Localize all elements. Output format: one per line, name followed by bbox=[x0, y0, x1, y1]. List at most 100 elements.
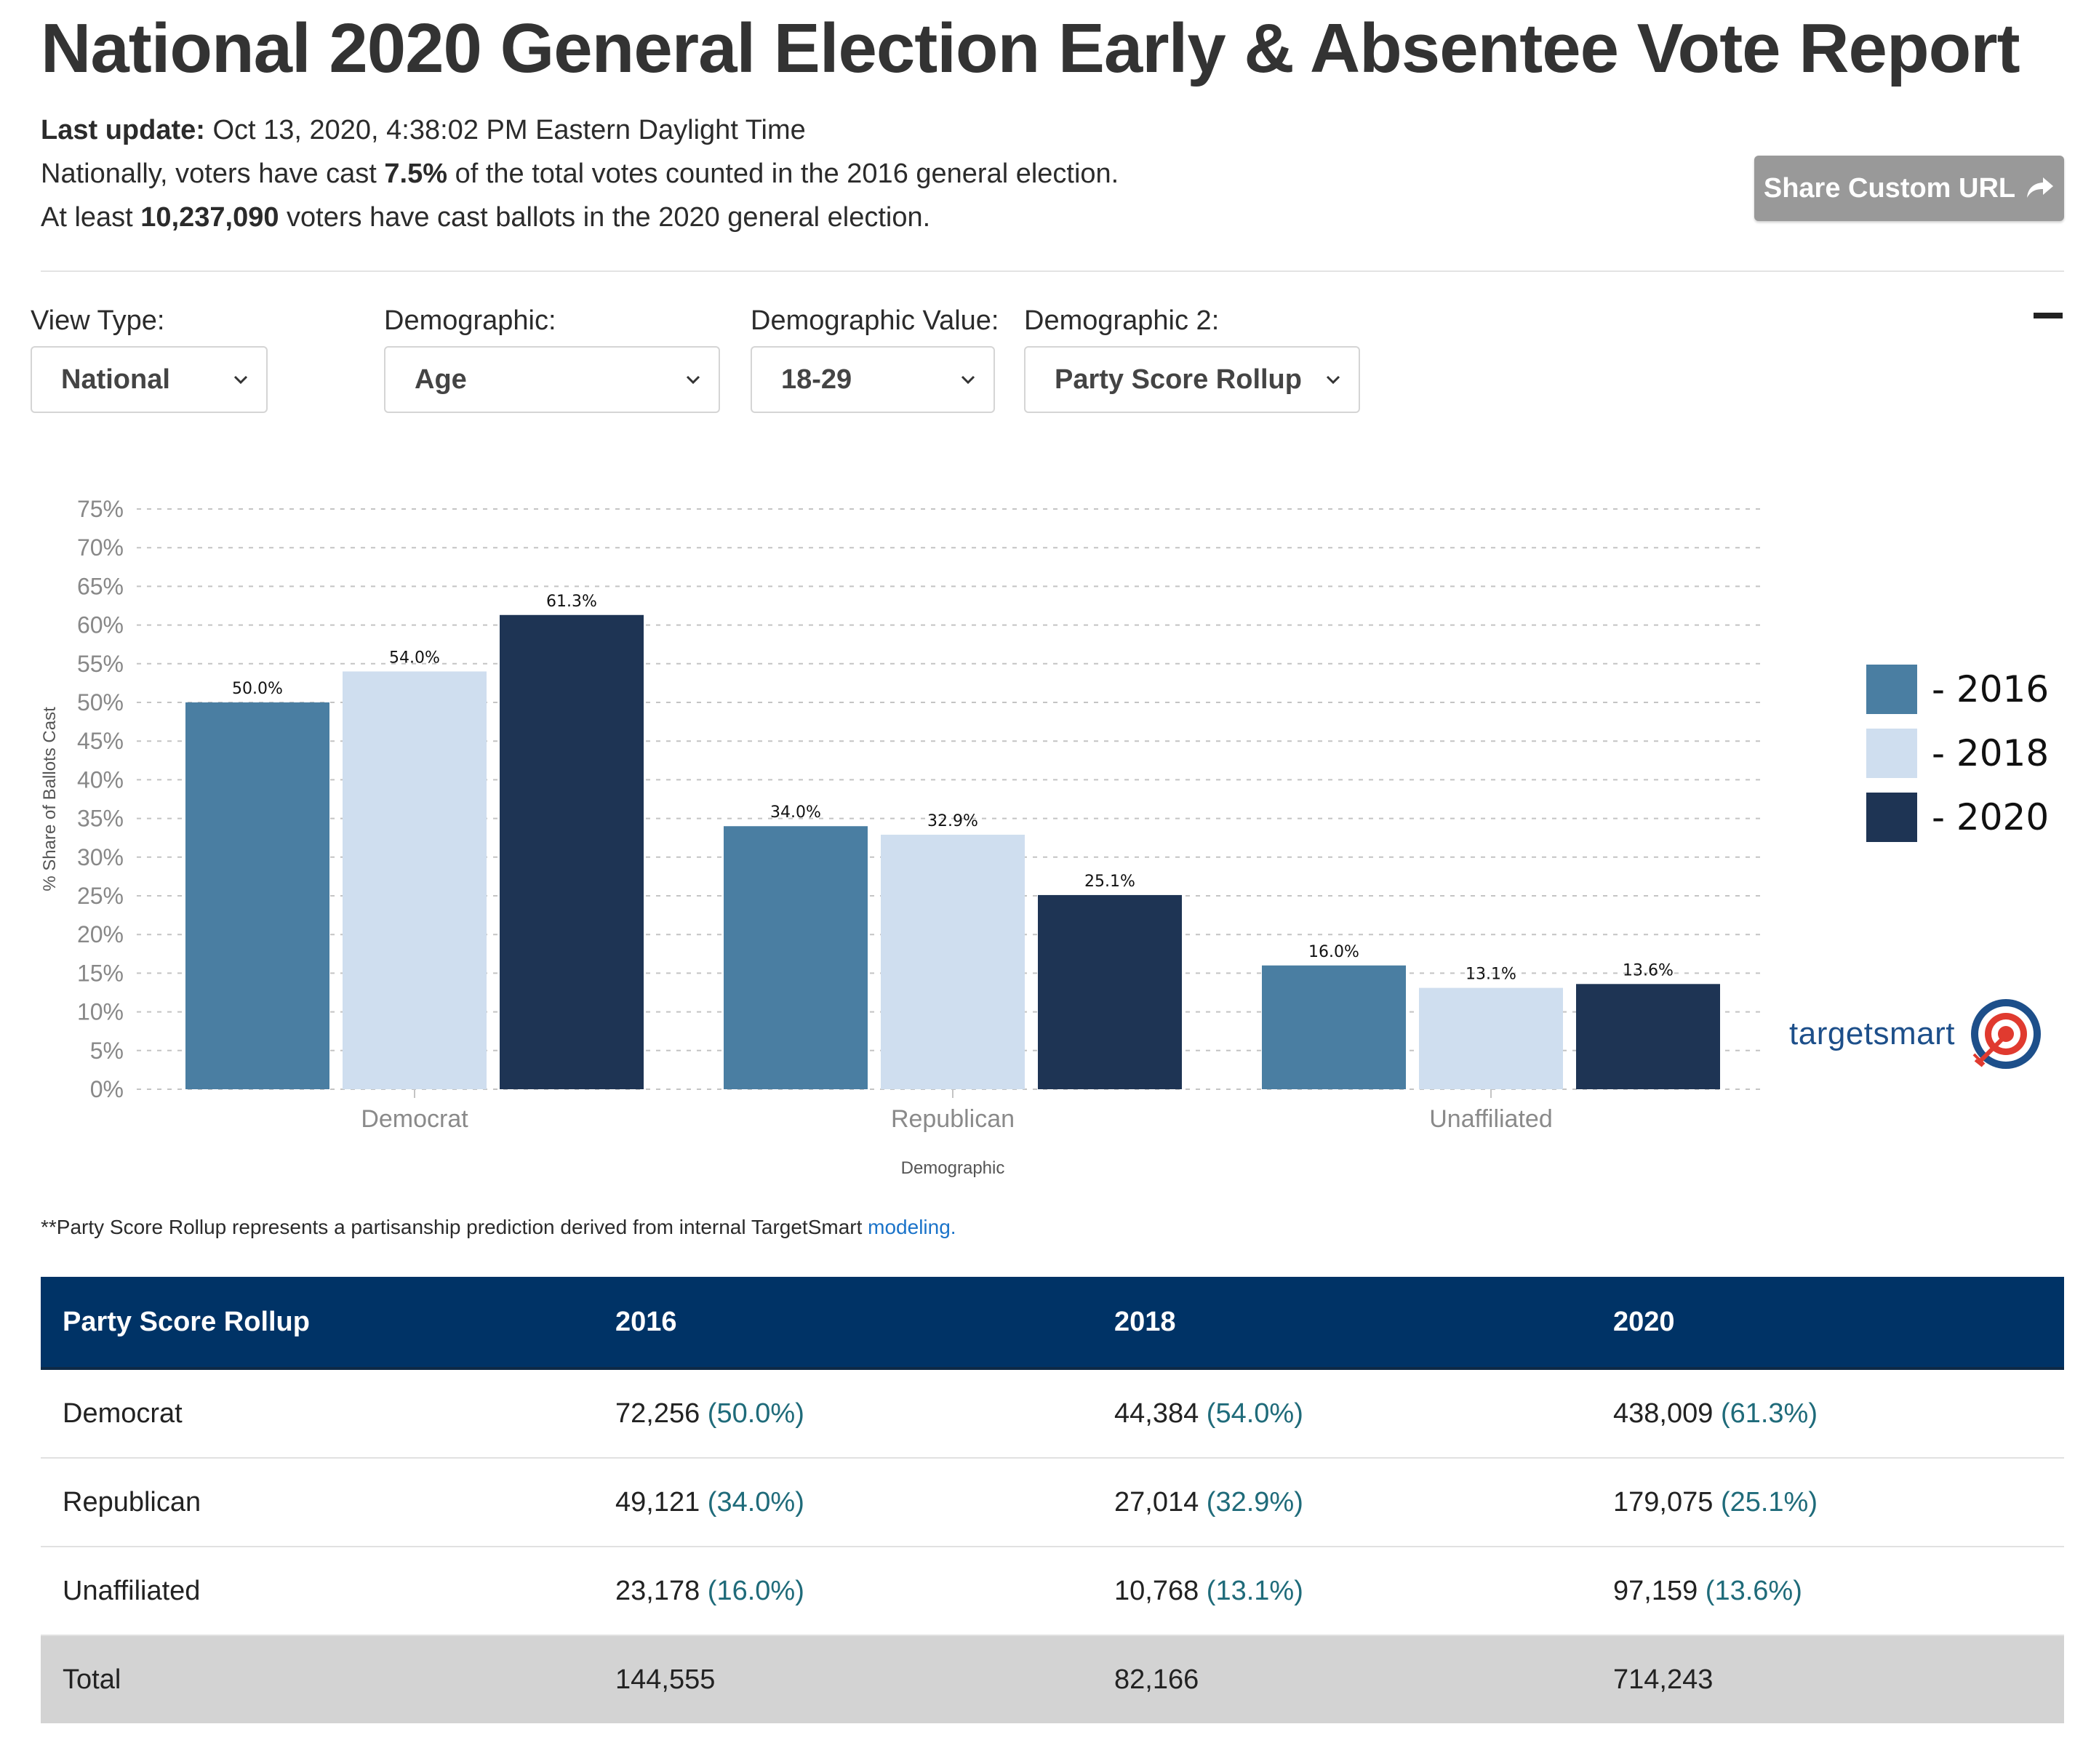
bar-chart: 0% 5% 10% 15% 20% 25% 30% 35% 40% 45% 50% 55% 60% 65%… bbox=[40, 496, 1760, 1178]
total-cell: 714,243 bbox=[1591, 1635, 2064, 1723]
y-tick-label: 45% bbox=[77, 728, 124, 754]
page-title: National 2020 General Election Early & A… bbox=[41, 9, 2020, 87]
chevron-down-icon bbox=[961, 375, 975, 385]
legend-label-2016: - 2016 bbox=[1932, 668, 2050, 710]
y-tick-label: 65% bbox=[77, 573, 124, 599]
legend-item-2018: - 2018 bbox=[1866, 729, 2049, 778]
legend-label-2018: - 2018 bbox=[1932, 732, 2050, 774]
cell-percent: (61.3%) bbox=[1720, 1398, 1818, 1429]
logo-text: targetsmart bbox=[1789, 1016, 1956, 1051]
y-axis-title: % Share of Ballots Cast bbox=[40, 707, 60, 891]
demographic-label: Demographic: bbox=[384, 305, 556, 336]
bar bbox=[724, 826, 868, 1089]
y-tick-label: 35% bbox=[77, 806, 124, 832]
targetsmart-logo: targetsmart bbox=[1789, 996, 2044, 1072]
modeling-link[interactable]: modeling. bbox=[868, 1216, 956, 1238]
legend-swatch-2016 bbox=[1866, 665, 1917, 714]
share-custom-url-button[interactable]: Share Custom URL bbox=[1754, 156, 2064, 221]
share-button-label: Share Custom URL bbox=[1763, 172, 2016, 204]
footnote: **Party Score Rollup represents a partis… bbox=[41, 1216, 956, 1239]
cell-percent: (54.0%) bbox=[1206, 1398, 1303, 1429]
x-category-label: Unaffiliated bbox=[1429, 1105, 1553, 1133]
x-category-label: Republican bbox=[891, 1105, 1015, 1133]
view-type-label: View Type: bbox=[31, 305, 165, 336]
view-type-select[interactable]: National bbox=[31, 346, 268, 413]
cell-percent: (13.6%) bbox=[1705, 1575, 1802, 1606]
bar bbox=[1038, 894, 1182, 1089]
ballots-cast-line: At least 10,237,090 voters have cast bal… bbox=[41, 202, 930, 233]
cell-count: 72,256 bbox=[615, 1398, 700, 1429]
table-cell: 49,121 (34.0%) bbox=[593, 1458, 1092, 1547]
bar-value-label: 61.3% bbox=[546, 593, 597, 611]
legend-item-2016: - 2016 bbox=[1866, 665, 2049, 714]
turnout-share-suffix: of the total votes counted in the 2016 g… bbox=[447, 159, 1119, 189]
table-cell: 23,178 (16.0%) bbox=[593, 1547, 1092, 1636]
y-tick-label: 25% bbox=[77, 883, 124, 909]
bar bbox=[1262, 965, 1406, 1089]
y-tick-label: 55% bbox=[77, 651, 124, 677]
total-label: Total bbox=[41, 1635, 593, 1723]
legend-swatch-2020 bbox=[1866, 793, 1917, 842]
cell-count: 44,384 bbox=[1114, 1398, 1199, 1429]
legend-item-2020: - 2020 bbox=[1866, 793, 2049, 842]
y-tick-label: 30% bbox=[77, 844, 124, 870]
bar-value-label: 32.9% bbox=[927, 812, 978, 830]
cell-percent: (50.0%) bbox=[707, 1398, 804, 1429]
last-update-label: Last update: bbox=[41, 115, 205, 145]
cell-percent: (25.1%) bbox=[1720, 1486, 1818, 1518]
demographic-2-label: Demographic 2: bbox=[1024, 305, 1220, 336]
footnote-text: **Party Score Rollup represents a partis… bbox=[41, 1216, 868, 1238]
cell-percent: (34.0%) bbox=[707, 1486, 804, 1518]
bar bbox=[881, 834, 1025, 1089]
table-header-2016: 2016 bbox=[593, 1277, 1092, 1370]
ballots-cast-prefix: At least bbox=[41, 202, 141, 233]
y-tick-label: 50% bbox=[77, 689, 124, 715]
last-update-line: Last update: Oct 13, 2020, 4:38:02 PM Ea… bbox=[41, 115, 806, 146]
ballots-cast-suffix: voters have cast ballots in the 2020 gen… bbox=[279, 202, 931, 233]
demographic-value-select[interactable]: 18-29 bbox=[751, 346, 995, 413]
cell-percent: (13.1%) bbox=[1206, 1575, 1303, 1606]
table-cell: 97,159 (13.6%) bbox=[1591, 1547, 2064, 1636]
demographic-2-select[interactable]: Party Score Rollup bbox=[1024, 346, 1360, 413]
table-row: Republican 49,121 (34.0%) 27,014 (32.9%)… bbox=[41, 1458, 2064, 1547]
chevron-down-icon bbox=[1326, 375, 1340, 385]
table-header-party: Party Score Rollup bbox=[41, 1277, 593, 1370]
demographic-2-value: Party Score Rollup bbox=[1055, 364, 1302, 395]
table-cell: 438,009 (61.3%) bbox=[1591, 1368, 2064, 1459]
x-category-label: Democrat bbox=[361, 1105, 468, 1133]
cell-count: 97,159 bbox=[1613, 1575, 1698, 1606]
cell-count: 10,768 bbox=[1114, 1575, 1199, 1606]
cell-count: 23,178 bbox=[615, 1575, 700, 1606]
demographic-select[interactable]: Age bbox=[384, 346, 720, 413]
y-tick-label: 70% bbox=[77, 534, 124, 561]
table-cell: 179,075 (25.1%) bbox=[1591, 1458, 2064, 1547]
y-tick-label: 60% bbox=[77, 612, 124, 638]
bar bbox=[500, 614, 644, 1089]
y-tick-label: 40% bbox=[77, 766, 124, 793]
collapse-minus-icon[interactable] bbox=[2034, 313, 2063, 318]
turnout-share-prefix: Nationally, voters have cast bbox=[41, 159, 385, 189]
row-label: Democrat bbox=[41, 1368, 593, 1459]
bar bbox=[1576, 984, 1720, 1089]
table-cell: 72,256 (50.0%) bbox=[593, 1368, 1092, 1459]
legend-swatch-2018 bbox=[1866, 729, 1917, 778]
cell-count: 438,009 bbox=[1613, 1398, 1714, 1429]
x-axis-title: Demographic bbox=[901, 1158, 1005, 1178]
share-arrow-icon bbox=[2027, 177, 2054, 198]
row-label: Unaffiliated bbox=[41, 1547, 593, 1636]
table-header-2018: 2018 bbox=[1092, 1277, 1591, 1370]
bar-value-label: 13.1% bbox=[1466, 966, 1516, 984]
bar-value-label: 25.1% bbox=[1084, 873, 1135, 891]
last-update-value: Oct 13, 2020, 4:38:02 PM Eastern Dayligh… bbox=[204, 115, 806, 145]
bar bbox=[1419, 987, 1563, 1089]
bar bbox=[185, 702, 329, 1089]
party-score-table: Party Score Rollup 2016 2018 2020 Democr… bbox=[41, 1277, 2064, 1723]
total-cell: 144,555 bbox=[593, 1635, 1092, 1723]
table-row: Democrat 72,256 (50.0%) 44,384 (54.0%) 4… bbox=[41, 1368, 2064, 1459]
table-row: Unaffiliated 23,178 (16.0%) 10,768 (13.1… bbox=[41, 1547, 2064, 1636]
bar-value-label: 54.0% bbox=[389, 649, 440, 667]
table-cell: 27,014 (32.9%) bbox=[1092, 1458, 1591, 1547]
table-header-2020: 2020 bbox=[1591, 1277, 2064, 1370]
cell-count: 27,014 bbox=[1114, 1486, 1199, 1518]
cell-percent: (32.9%) bbox=[1206, 1486, 1303, 1518]
